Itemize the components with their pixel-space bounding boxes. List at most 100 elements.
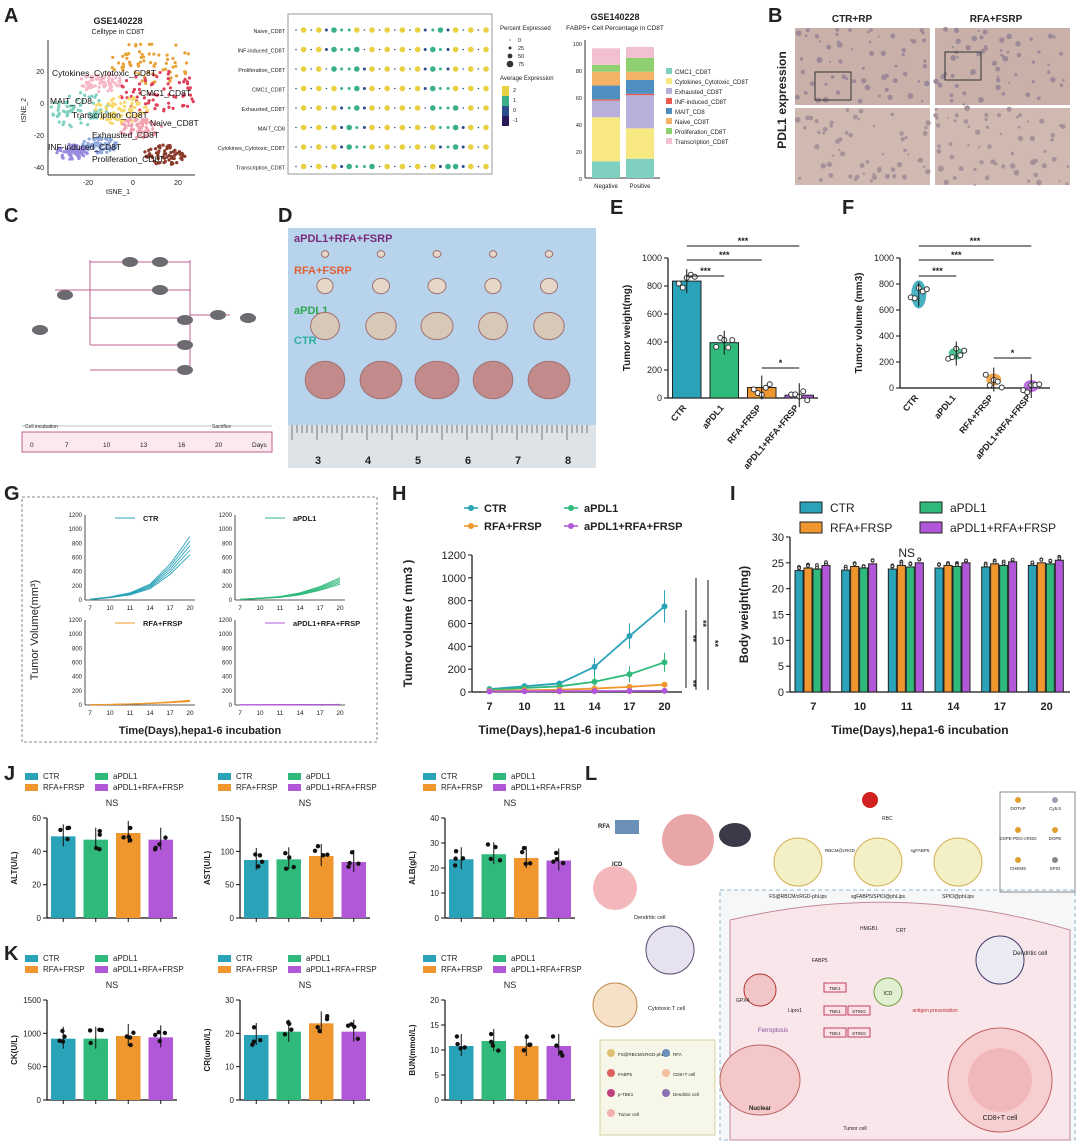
tsne-point [144,125,148,130]
stack-segment [626,57,654,72]
tsne-point [93,84,97,88]
sig-label: *** [932,266,943,276]
dotplot-dot [354,46,360,53]
material-icon [1052,827,1058,833]
tsne-point [88,86,92,90]
small-ns: NS [106,980,119,990]
tsne-point [127,43,131,47]
dotplot-dot [468,124,474,131]
ihc-cell [822,131,826,135]
g-ytick: 1000 [219,527,233,533]
i-bar [1036,562,1046,693]
y-tick-label: 800 [879,279,894,289]
small-ylabel: BUN(mmol/L) [408,1024,417,1075]
small-ytick: 30 [430,839,439,848]
h-legend-label: aPDL1 [584,503,618,515]
dotplot-dot [430,66,436,72]
tsne-point [121,62,125,66]
small-ns: NS [504,980,517,990]
dotplot-dot [477,68,480,70]
tsne-point [65,104,69,109]
ihc-cell [884,173,891,180]
small-legend-label: RFA+FRSP [236,783,278,792]
dotplot-dot [462,29,465,31]
rbcm-label: RBCM@cRGD [825,848,856,853]
tsne-point [139,110,143,114]
tsne-point [141,124,145,128]
tsne-point [55,151,59,155]
x-tick-label: aPDL1 [932,393,958,421]
ihc-cell [826,44,832,50]
tsne-point [94,93,98,97]
ihc-image [795,28,930,105]
small-point [287,1021,292,1026]
tsne-point [128,110,132,115]
dotplot-dot [452,85,459,92]
dotplot-legend-size [509,39,511,41]
small-point [60,1028,65,1034]
tsne-cluster [143,143,187,166]
ihc-cell [996,75,1000,78]
g-ylabel: Tumor Volume(mm³) [29,580,41,680]
g-ytick: 400 [222,675,233,681]
h-point [626,687,633,694]
tsne-point [140,130,144,134]
ihc-cell [828,172,834,178]
i-legend-swatch [919,501,943,514]
stack-segment [592,85,620,100]
small-point [62,1034,67,1039]
tsne-point [141,55,146,59]
ihc-cell [900,137,905,142]
small-legend-swatch [288,773,301,780]
i-xtick: 14 [947,701,960,713]
ruler-number: 4 [365,455,372,467]
data-point [762,384,769,391]
tsne-point [172,156,176,161]
small-point [152,847,158,852]
ihc-cell [829,124,833,128]
small-bar [148,839,173,918]
tsne-point [122,108,126,112]
stack-legend-label: Cytokines_Cytotoxic_CD8T [675,80,749,86]
data-point [800,388,807,395]
stack-xtick: Positive [629,184,651,190]
stack-segment [592,161,620,178]
i-bar [1008,561,1018,693]
tsne-point [72,143,76,147]
small-legend-swatch [288,955,301,962]
tsne-point [153,147,158,151]
dotplot-dot [384,46,391,53]
g-ytick: 800 [222,646,233,652]
dotplot-dot [414,27,421,33]
tsne-point [118,80,122,84]
small-ytick: 0 [230,914,235,923]
tsne-point [179,152,183,156]
g-xtick: 10 [106,710,114,717]
small-ytick: 10 [225,1063,234,1072]
small-point [527,861,533,866]
h-ytick: 400 [448,641,466,653]
nucleus [719,1044,801,1116]
tsne-point [130,105,134,109]
i-legend-swatch [919,521,943,534]
dotplot-row-label: Cytokines_Cytotoxic_CD8T [218,146,286,152]
tsne-point [146,71,150,75]
i-legend-label: aPDL1+RFA+FRSP [950,521,1056,535]
legend-icon [662,1049,670,1057]
ihc-cell [971,35,978,42]
legend-item-label: p-TBK1 [618,1092,634,1097]
sig-label: * [1011,348,1015,358]
stack-ytick: 60 [576,96,582,102]
small-point [60,1039,66,1044]
ihc-cell [1058,180,1061,183]
i-bar [859,567,869,693]
panel-letter-A: A [4,5,18,27]
h-legend-marker [568,523,574,529]
small-point [124,1034,130,1039]
small-legend-label: aPDL1 [306,772,331,781]
g-xtick: 7 [238,605,242,612]
crt-label: CRT [896,928,906,934]
material-label: DOPE [1049,836,1062,841]
dotplot-legend-avg-label: 0 [513,108,516,114]
